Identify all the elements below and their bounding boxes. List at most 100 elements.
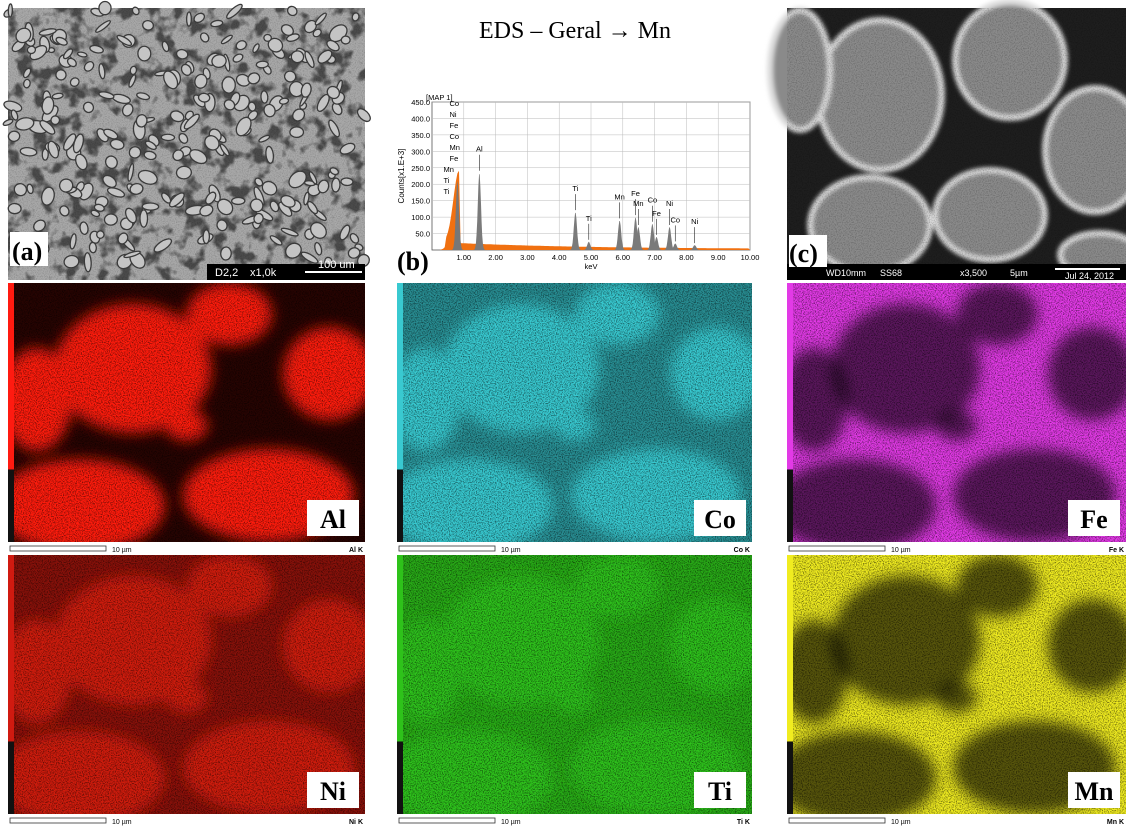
- scale-bar: [10, 818, 106, 823]
- y-tick-label: 150.0: [411, 197, 430, 206]
- color-bar-dark: [397, 469, 403, 542]
- scale-bar: [399, 546, 495, 551]
- scale-label: 10 µm: [501, 547, 521, 554]
- spectrum: 50.0100.0150.0200.0250.0300.0350.0400.04…: [397, 93, 759, 271]
- y-tick-label: 250.0: [411, 164, 430, 173]
- line-label: Al K: [349, 547, 363, 554]
- line-label: Fe K: [1109, 547, 1124, 554]
- x-tick-label: 2.00: [488, 253, 503, 262]
- peak-label: Al: [476, 145, 483, 154]
- element-map: Ni 10 µm Ni K: [0, 555, 376, 826]
- y-tick-label: 350.0: [411, 131, 430, 140]
- grain: [220, 247, 231, 261]
- grain: [99, 2, 111, 15]
- peak-label: Fe: [652, 209, 661, 218]
- x-tick-label: 8.00: [679, 253, 694, 262]
- grain: [84, 253, 92, 272]
- line-label: Ni K: [349, 819, 363, 826]
- element-label: Al: [320, 505, 346, 534]
- footer-text: x3,500: [960, 268, 987, 278]
- scale-label: 10 µm: [112, 819, 132, 826]
- grain: [203, 230, 210, 244]
- peak-label: Co: [648, 196, 658, 205]
- figure: D2,2 x1,0k 100 um (a) EDS – Geral → Mn 5…: [0, 0, 1126, 828]
- peak-label: Mn: [614, 192, 624, 201]
- grain: [341, 178, 353, 186]
- element-label: Ni: [320, 777, 346, 806]
- panel-label: (b): [397, 247, 429, 276]
- grain: [104, 214, 117, 226]
- grain: [331, 178, 340, 192]
- peak-label: Fe: [631, 189, 640, 198]
- peak-label: Ni: [449, 110, 456, 119]
- x-tick-label: 4.00: [552, 253, 567, 262]
- grain: [89, 242, 97, 253]
- peak-label: Ti: [572, 184, 578, 193]
- scale-bar: [789, 818, 885, 823]
- peak-label: Ti: [443, 176, 449, 185]
- figure-title: EDS – Geral → Mn: [479, 18, 671, 44]
- scale-bar: [399, 818, 495, 823]
- element-label: Ti: [708, 777, 732, 806]
- scale-bar: [10, 546, 106, 551]
- grain: [341, 36, 350, 44]
- x-tick-label: 6.00: [615, 253, 630, 262]
- x-tick-label: 5.00: [584, 253, 599, 262]
- scale-label: 10 µm: [501, 819, 521, 826]
- peak-label: Co: [670, 215, 680, 224]
- element-label: Mn: [1075, 777, 1115, 806]
- peak-label: Mn: [633, 199, 643, 208]
- color-bar-dark: [397, 741, 403, 814]
- x-tick-label: 9.00: [711, 253, 726, 262]
- grain: [290, 127, 304, 138]
- color-bar-dark: [8, 741, 14, 814]
- peak-label: Fe: [449, 154, 458, 163]
- y-axis-label: Counts[x1.E+3]: [397, 149, 406, 204]
- peak-label: Co: [449, 132, 459, 141]
- peak-label: Mn: [443, 165, 453, 174]
- footer-text: SS68: [880, 268, 902, 278]
- line-label: Co K: [734, 547, 750, 554]
- x-tick-label: 3.00: [520, 253, 535, 262]
- color-bar-dark: [8, 469, 14, 542]
- peak-label: Ni: [691, 217, 698, 226]
- scale-bar: [789, 546, 885, 551]
- panel-label: (a): [12, 237, 42, 266]
- grain: [264, 34, 272, 41]
- footer-text: 5µm: [1010, 268, 1028, 278]
- x-axis-label: keV: [585, 262, 598, 271]
- grain: [138, 46, 151, 61]
- element-map: Fe 10 µm Fe K: [773, 283, 1126, 554]
- y-tick-label: 200.0: [411, 180, 430, 189]
- grain: [161, 134, 174, 141]
- footer-text: WD10mm: [826, 268, 866, 278]
- grain: [222, 77, 236, 94]
- x-tick-label: 7.00: [647, 253, 662, 262]
- peak-label: Ni: [666, 199, 673, 208]
- scale-label: 10 µm: [891, 547, 911, 554]
- line-label: Ti K: [737, 819, 750, 826]
- element-label: Co: [704, 505, 736, 534]
- element-map: Co 10 µm Co K: [383, 283, 763, 554]
- peak-label: Mn: [449, 143, 459, 152]
- grain: [232, 197, 245, 204]
- element-map: Al10 µmAl K: [0, 283, 376, 554]
- peak-label: Fe: [449, 121, 458, 130]
- grain: [140, 210, 148, 227]
- peak-label: Ti: [586, 214, 592, 223]
- y-tick-label: 50.0: [415, 230, 430, 239]
- grain: [142, 203, 158, 210]
- color-bar-dark: [787, 741, 793, 814]
- grain: [8, 203, 21, 213]
- footer-text: D2,2: [215, 267, 238, 279]
- scale-label: 10 µm: [891, 819, 911, 826]
- y-tick-label: 400.0: [411, 114, 430, 123]
- grain: [256, 61, 268, 68]
- footer-text: 100 um: [318, 259, 355, 271]
- y-tick-label: 300.0: [411, 147, 430, 156]
- element-map: Ti 10 µm Ti K: [383, 555, 763, 826]
- footer-text: Jul 24, 2012: [1065, 271, 1114, 281]
- element-label: Fe: [1080, 505, 1107, 534]
- footer-text: x1,0k: [250, 267, 277, 279]
